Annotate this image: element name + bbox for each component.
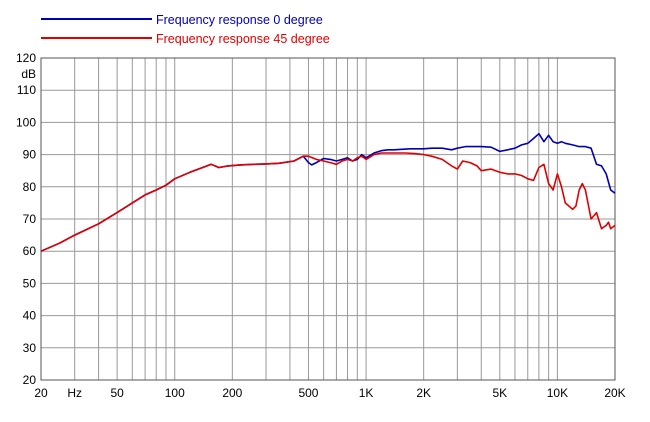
legend-label: Frequency response 0 degree <box>156 13 323 27</box>
y-tick-label: 120 <box>16 51 36 65</box>
x-axis-ticks: 20 Hz 50 100 200 500 1K 2K 5K 10K 20K <box>34 386 625 400</box>
y-tick-label: 100 <box>16 115 36 129</box>
legend-label: Frequency response 45 degree <box>156 32 330 46</box>
y-tick-label: 70 <box>23 212 37 226</box>
y-tick-label: 40 <box>23 309 37 323</box>
y-tick-label: 20 <box>23 373 37 387</box>
series-line-45-degree <box>40 152 616 252</box>
legend: Frequency response 0 degree Frequency res… <box>41 13 330 46</box>
x-tick-label: 100 <box>165 386 185 400</box>
x-tick-label: 200 <box>222 386 242 400</box>
y-axis-ticks: 120 dB 110 100 90 80 70 60 50 40 30 20 <box>16 51 36 387</box>
y-tick-label: dB <box>21 67 36 81</box>
x-tick-label: Hz <box>67 386 82 400</box>
x-tick-label: 500 <box>298 386 318 400</box>
series-layer <box>40 132 616 252</box>
x-tick-label: 20 <box>34 386 48 400</box>
y-tick-label: 30 <box>23 341 37 355</box>
y-tick-label: 110 <box>17 83 36 97</box>
y-tick-label: 90 <box>23 148 37 162</box>
x-tick-label: 20K <box>604 386 625 400</box>
x-tick-label: 1K <box>359 386 374 400</box>
x-tick-label: 5K <box>492 386 507 400</box>
series-line-0-degree <box>40 132 616 252</box>
y-tick-label: 50 <box>23 276 37 290</box>
x-tick-label: 50 <box>110 386 124 400</box>
y-tick-label: 60 <box>23 244 37 258</box>
plot-frame <box>40 57 616 381</box>
x-tick-label: 2K <box>416 386 431 400</box>
grid-lines <box>40 57 616 381</box>
x-tick-label: 10K <box>547 386 568 400</box>
y-tick-label: 80 <box>23 180 37 194</box>
